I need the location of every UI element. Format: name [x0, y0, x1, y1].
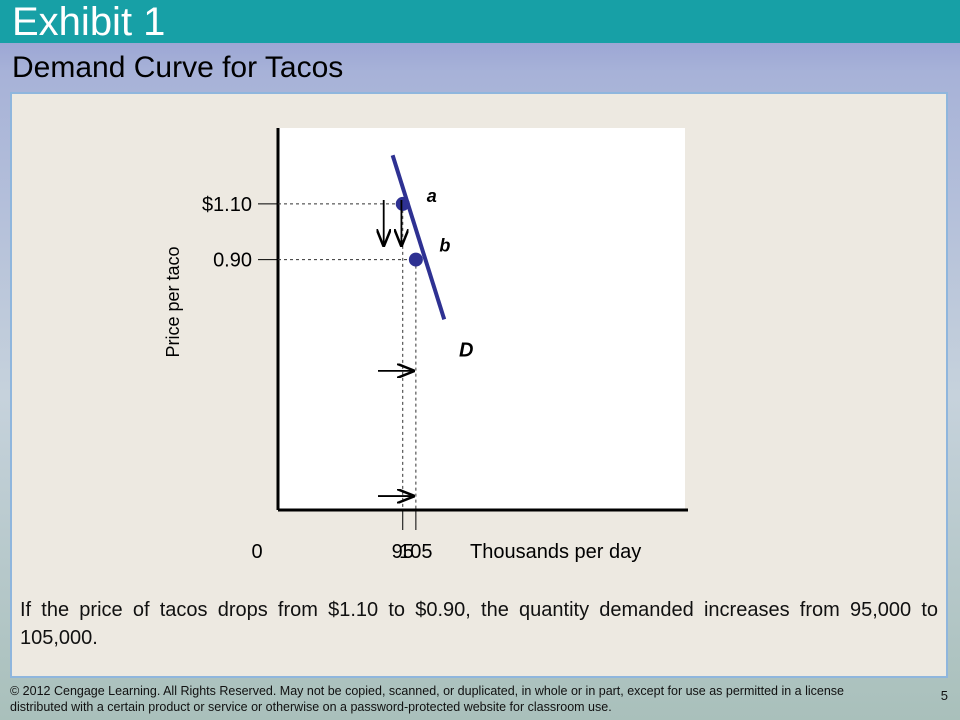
point-a: [395, 196, 410, 211]
page-number: 5: [940, 688, 948, 703]
title-bar: [0, 0, 960, 43]
demand-curve: [390, 154, 447, 320]
point-b: [408, 252, 423, 267]
y-tick-label: 0.90: [213, 250, 252, 272]
point-label-a: a: [427, 186, 437, 206]
y-tick-label: $1.10: [202, 194, 252, 216]
exhibit-label: Exhibit 1: [12, 0, 166, 44]
x-axis-label: Thousands per day: [470, 541, 641, 563]
x-tick-label: 105: [399, 541, 432, 563]
curve-label: D: [459, 339, 473, 361]
point-label-b: b: [439, 236, 450, 256]
plot-area: [278, 128, 685, 509]
y-axis-label: Price per taco: [163, 246, 183, 357]
slide-title: Demand Curve for Tacos: [12, 51, 344, 84]
chart-caption: If the price of tacos drops from $1.10 t…: [20, 599, 938, 649]
x-tick-label: 95: [392, 541, 414, 563]
copyright-footer: © 2012 Cengage Learning. All Rights Rese…: [10, 684, 845, 714]
x-tick-label: 0: [251, 541, 262, 563]
